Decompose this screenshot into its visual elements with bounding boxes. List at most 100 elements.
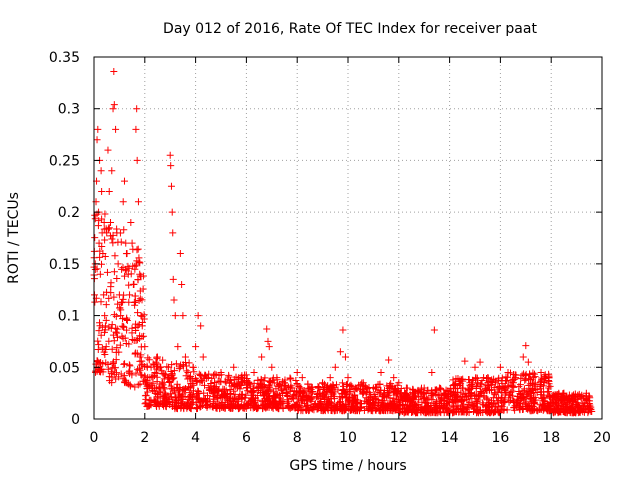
data-point	[339, 326, 347, 334]
data-point	[108, 167, 116, 175]
band-point	[494, 407, 502, 415]
data-point	[119, 198, 127, 206]
band-point	[93, 265, 101, 273]
data-point	[127, 218, 135, 226]
band-point	[406, 403, 414, 411]
band-point	[158, 400, 166, 408]
data-point	[235, 374, 243, 382]
band-point	[136, 259, 144, 267]
band-point	[530, 399, 538, 407]
band-point	[192, 376, 200, 384]
band-point	[226, 390, 234, 398]
band-point	[181, 386, 189, 394]
band-point	[107, 324, 115, 332]
band-point	[346, 388, 354, 396]
band-point	[101, 236, 109, 244]
band-point	[259, 391, 267, 399]
data-point	[123, 250, 131, 258]
data-point	[120, 177, 128, 185]
band-point	[371, 400, 379, 408]
band-point	[391, 385, 399, 393]
band-point	[254, 386, 262, 394]
band-point	[110, 311, 118, 319]
band-point	[262, 404, 270, 412]
band-point	[401, 393, 409, 401]
data-point	[461, 357, 469, 365]
band-point	[338, 379, 346, 387]
data-point	[410, 389, 418, 397]
band-point	[248, 389, 256, 397]
band-point	[331, 403, 339, 411]
band-point	[138, 296, 146, 304]
data-point	[105, 187, 113, 195]
band-point	[142, 395, 150, 403]
band-point	[197, 403, 205, 411]
band-point	[202, 402, 210, 409]
band-point	[500, 406, 508, 414]
band-point	[474, 396, 482, 404]
band-point	[538, 394, 546, 402]
band-point	[370, 391, 378, 399]
band-point	[494, 387, 502, 395]
band-point	[383, 382, 391, 390]
data-point	[496, 363, 504, 371]
band-point	[121, 272, 129, 280]
band-point	[133, 336, 141, 344]
band-point	[110, 370, 118, 378]
band-point	[135, 254, 143, 262]
band-point	[380, 391, 388, 399]
data-point	[250, 368, 258, 376]
band-point	[96, 319, 104, 327]
data-point	[174, 343, 182, 351]
band-point	[332, 381, 340, 389]
band-point	[384, 389, 392, 397]
band-point	[487, 399, 495, 407]
data-point	[352, 384, 360, 392]
band-point	[471, 392, 479, 400]
band-point	[165, 397, 173, 405]
band-point	[437, 385, 445, 393]
data-point	[159, 379, 167, 387]
band-point	[363, 385, 371, 393]
band-point	[457, 396, 465, 404]
band-point	[278, 385, 286, 393]
band-point	[136, 295, 144, 303]
x-tick-label: 20	[593, 430, 611, 446]
data-point	[98, 187, 106, 195]
band-point	[327, 406, 335, 414]
band-point	[196, 378, 204, 386]
band-point	[158, 380, 166, 388]
band-point	[228, 382, 236, 390]
data-point	[126, 291, 134, 299]
band-point	[458, 376, 466, 384]
data-point	[293, 368, 301, 376]
band-point	[284, 402, 292, 410]
data-point	[359, 379, 367, 387]
band-point	[525, 403, 533, 411]
band-point	[421, 394, 429, 402]
data-point	[99, 250, 107, 258]
y-axis-label: ROTI / TECUs	[6, 192, 22, 284]
data-point	[192, 343, 200, 351]
band-point	[297, 387, 305, 395]
band-point	[153, 390, 161, 398]
band-point	[460, 390, 468, 398]
data-point	[326, 374, 334, 382]
band-point	[541, 374, 549, 382]
band-point	[150, 396, 158, 404]
band-point	[434, 391, 442, 399]
data-point	[552, 394, 560, 402]
band-point	[498, 402, 506, 410]
band-point	[276, 381, 284, 389]
band-point	[510, 397, 518, 405]
band-point	[526, 407, 534, 415]
band-point	[111, 364, 119, 372]
band-point	[108, 235, 116, 243]
band-point	[171, 389, 179, 397]
band-point	[328, 389, 336, 397]
data-point	[341, 353, 349, 361]
band-point	[201, 381, 209, 389]
band-point	[360, 407, 368, 415]
band-point	[428, 390, 436, 398]
band-point	[125, 340, 133, 348]
